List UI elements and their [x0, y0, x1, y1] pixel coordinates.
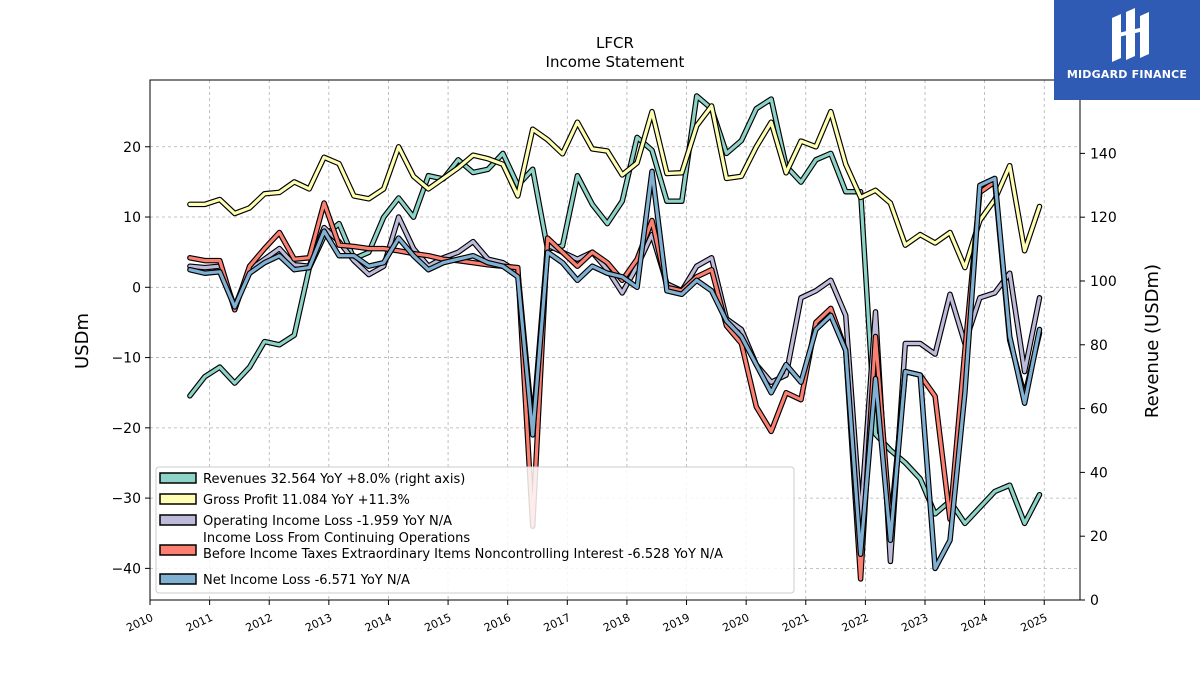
y-tick-label: −40 [111, 561, 141, 577]
midgard-logo-icon [1112, 8, 1149, 62]
x-tick-label: 2022 [840, 611, 871, 635]
y-tick-label: −30 [111, 491, 141, 507]
series-1 [187, 103, 1043, 271]
x-tick-label: 2021 [780, 611, 811, 635]
x-tick-label: 2011 [184, 611, 215, 635]
x-tick-label: 2012 [244, 611, 275, 635]
x-tick-label: 2018 [601, 611, 632, 635]
y-tick-label: −10 [111, 351, 141, 367]
left-axis: 20 10 0 −10 −20 −30 −40 [111, 140, 150, 577]
y2-tick-label: 80 [1090, 338, 1108, 354]
y-tick-label: 20 [123, 140, 141, 156]
legend-box [155, 466, 795, 594]
legend-entry-1: Gross Profit 11.084 YoY +11.3% [159, 493, 410, 508]
y-tick-label: −20 [111, 421, 141, 437]
y-tick-label: 0 [132, 280, 141, 296]
x-tick-label: 2025 [1019, 611, 1050, 635]
series-lines [187, 93, 1043, 582]
legend-entry-2: Operating Income Loss -1.959 YoY N/A [159, 514, 452, 529]
x-tick-label: 2016 [482, 611, 513, 635]
chart-subtitle: Income Statement [546, 53, 685, 71]
legend-label: Operating Income Loss -1.959 YoY N/A [203, 514, 452, 529]
brand-logo: MIDGARD FINANCE [1054, 0, 1200, 100]
legend-label: Income Loss From Continuing Operations Be… [203, 531, 723, 562]
x-tick-label: 2020 [721, 611, 752, 635]
legend-swatch [159, 573, 197, 585]
legend-swatch [159, 493, 197, 505]
x-tick-label: 2017 [542, 611, 573, 635]
legend-swatch [159, 544, 197, 556]
x-tick-label: 2010 [124, 611, 155, 635]
y2-tick-label: 120 [1090, 210, 1117, 226]
x-tick-label: 2019 [661, 611, 692, 635]
y-axis-label: USDm [72, 313, 93, 369]
series-4 [187, 168, 1043, 572]
legend-entry-3: Income Loss From Continuing Operations Be… [159, 531, 723, 562]
logo-text: MIDGARD FINANCE [1066, 68, 1188, 81]
x-axis: 2010 2011 2012 2013 2014 2015 2016 2017 2018 2019… [124, 600, 1049, 635]
legend-swatch [159, 514, 197, 526]
x-tick-label: 2015 [422, 611, 453, 635]
y-tick-label: 10 [123, 210, 141, 226]
x-tick-label: 2024 [959, 611, 990, 635]
legend: Revenues 32.564 YoY +8.0% (right axis) Gr… [155, 466, 795, 594]
y2-tick-label: 0 [1090, 593, 1099, 609]
legend-label: Revenues 32.564 YoY +8.0% (right axis) [203, 472, 465, 487]
legend-label: Gross Profit 11.084 YoY +11.3% [203, 493, 410, 508]
series-line [188, 169, 1042, 571]
y2-tick-label: 140 [1090, 146, 1117, 162]
legend-label: Net Income Loss -6.571 YoY N/A [203, 573, 410, 588]
legend-swatch [159, 472, 197, 484]
right-axis: 0 20 40 60 80 100 120 140 [1080, 146, 1117, 609]
y2-tick-label: 60 [1090, 402, 1108, 418]
legend-entry-0: Revenues 32.564 YoY +8.0% (right axis) [159, 472, 465, 487]
series-line [188, 104, 1042, 270]
x-tick-label: 2014 [363, 611, 394, 635]
y2-tick-label: 20 [1090, 529, 1108, 545]
x-tick-label: 2023 [899, 611, 930, 635]
y2-tick-label: 40 [1090, 465, 1108, 481]
chart-title: LFCR [596, 34, 634, 52]
plot-frame [149, 79, 1081, 601]
x-tick-label: 2013 [303, 611, 334, 635]
legend-entry-4: Net Income Loss -6.571 YoY N/A [159, 573, 410, 588]
y2-axis-label: Revenue (USDm) [1142, 264, 1163, 418]
y2-tick-label: 100 [1090, 274, 1117, 290]
